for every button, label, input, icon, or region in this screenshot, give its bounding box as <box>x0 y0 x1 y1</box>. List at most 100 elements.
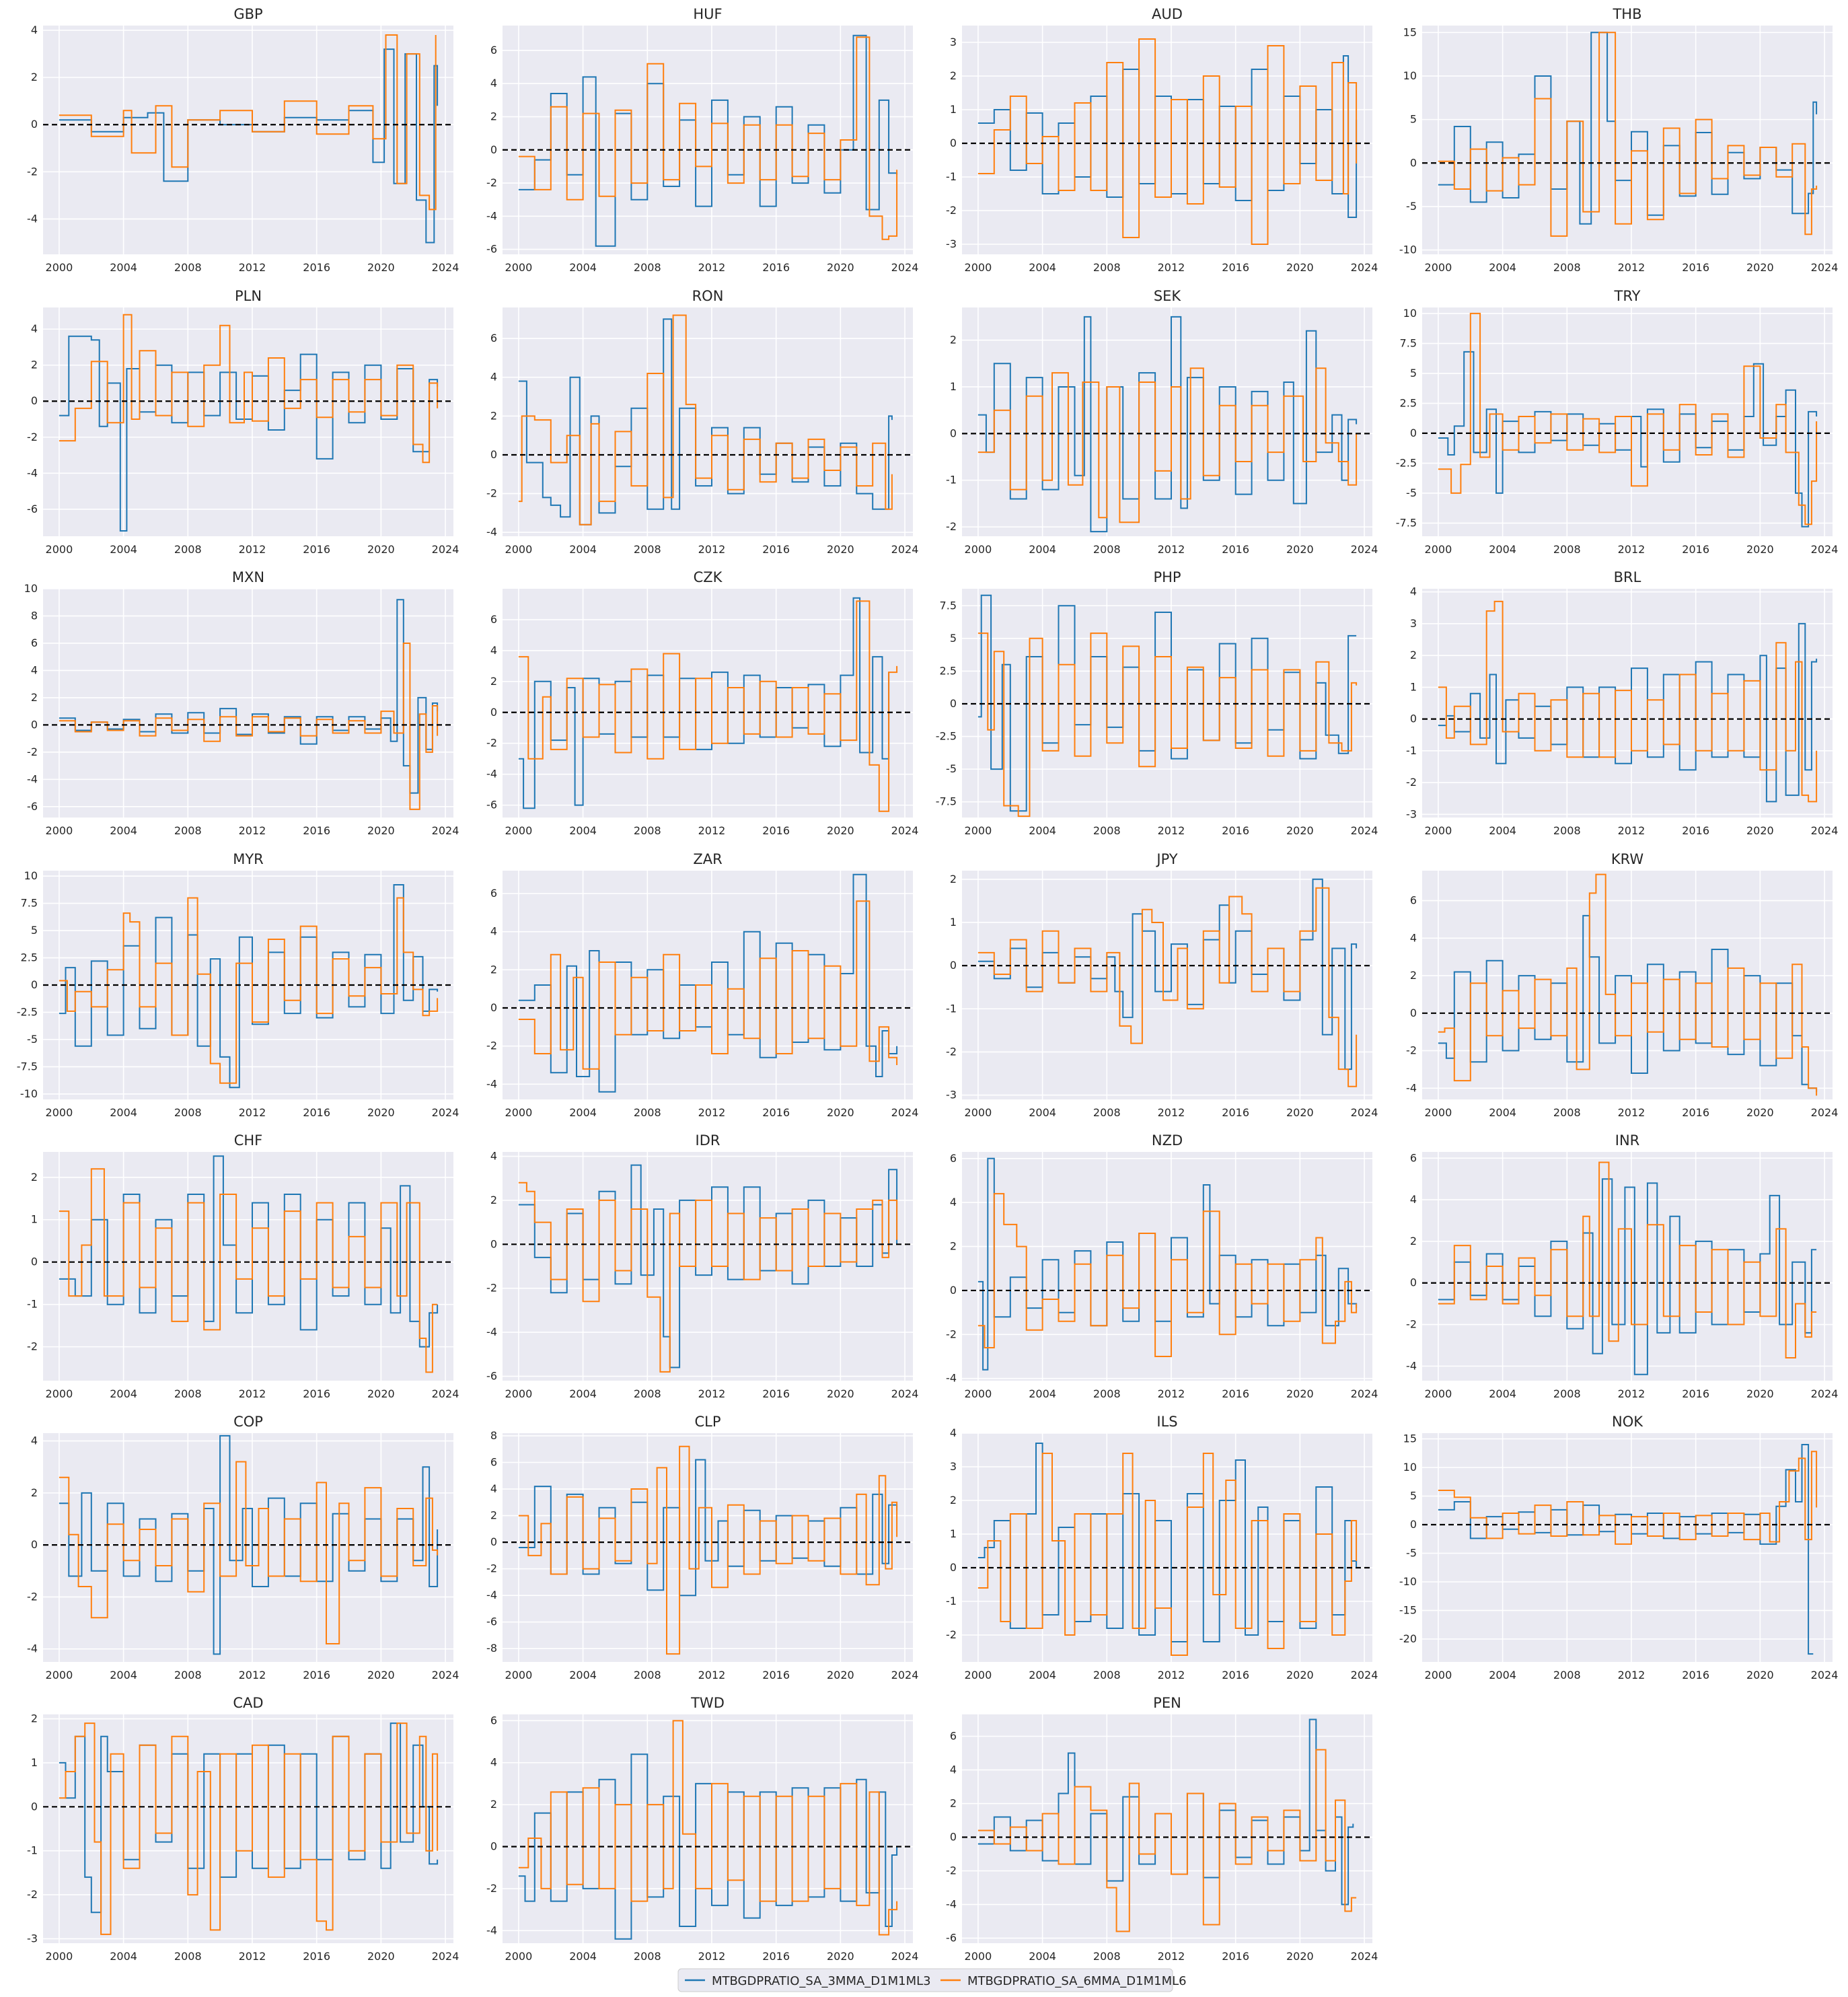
y-tick-label: -7.5 <box>936 795 957 808</box>
panel-czk: 2000 2004 2008 2012 2016 2020 2024 -6 -4 -2 0 2 4 6 CZ… <box>486 569 918 837</box>
y-tick-label: -2 <box>486 176 497 189</box>
x-tick-label: 2008 <box>1553 1106 1581 1119</box>
y-tick-label: -7.5 <box>1396 516 1417 529</box>
series-line-0 <box>518 34 898 247</box>
x-tick-label: 2008 <box>634 1387 661 1400</box>
y-tick-label: -2 <box>946 204 957 217</box>
y-tick-label: 4 <box>1410 585 1417 598</box>
y-tick-label: -1 <box>27 1844 38 1857</box>
y-tick-label: -6 <box>486 1615 497 1628</box>
x-tick-label: 2012 <box>239 261 266 274</box>
x-tick-label: 2000 <box>505 824 533 837</box>
x-tick-label: 2012 <box>239 824 266 837</box>
y-tick-label: -1 <box>1406 744 1417 757</box>
x-tick-label: 2004 <box>569 1950 597 1963</box>
plot-area <box>962 871 1372 1099</box>
plot-area <box>503 1433 913 1662</box>
panel-title: CZK <box>694 569 723 585</box>
y-tick-label: -2 <box>946 1045 957 1058</box>
y-tick-label: 4 <box>490 1482 497 1495</box>
y-tick-label: 1 <box>1410 680 1417 693</box>
y-tick-label: -1 <box>946 474 957 486</box>
x-tick-label: 2012 <box>698 1950 726 1963</box>
y-tick-label: -4 <box>486 768 497 780</box>
series-line-1 <box>1438 312 1818 525</box>
plot-area <box>962 1433 1372 1662</box>
series-line-1 <box>977 1749 1357 1932</box>
panel-sek: 2000 2004 2008 2012 2016 2020 2024 -2 -1 0 1 2 SEK <box>946 288 1378 556</box>
x-tick-label: 2000 <box>46 1106 73 1119</box>
x-tick-label: 2004 <box>1489 1387 1516 1400</box>
y-tick-label: 2 <box>490 1194 497 1206</box>
x-tick-label: 2008 <box>634 261 661 274</box>
x-tick-label: 2004 <box>110 824 137 837</box>
y-tick-label: 6 <box>490 332 497 344</box>
panel-php: 2000 2004 2008 2012 2016 2020 2024 -7.5 -5 -2.5 0 2… <box>936 569 1378 837</box>
y-tick-label: 4 <box>1410 931 1417 944</box>
x-tick-label: 2016 <box>1682 824 1709 837</box>
y-tick-label: -3 <box>946 1089 957 1101</box>
y-tick-label: 6 <box>950 1730 957 1743</box>
y-tick-label: 2.5 <box>1400 396 1417 409</box>
y-tick-label: -2 <box>27 1888 38 1901</box>
plot-area <box>1422 1152 1833 1381</box>
panel-pln: 2000 2004 2008 2012 2016 2020 2024 -6 -4 -2 0 2 4 PLN <box>27 288 459 556</box>
x-tick-label: 2004 <box>569 1669 597 1681</box>
x-tick-label: 2008 <box>634 1950 661 1963</box>
x-tick-label: 2004 <box>1029 1106 1056 1119</box>
plot-area <box>43 307 453 536</box>
plot-area <box>43 1714 453 1943</box>
x-tick-label: 2004 <box>569 543 597 556</box>
series-line-0 <box>518 873 898 1093</box>
x-tick-label: 2020 <box>827 1387 854 1400</box>
panel-title: CAD <box>233 1695 263 1711</box>
y-tick-label: 2 <box>490 409 497 422</box>
y-tick-label: -7.5 <box>17 1060 38 1073</box>
x-tick-label: 2000 <box>965 1669 992 1681</box>
y-tick-label: -3 <box>946 238 957 250</box>
x-tick-label: 2000 <box>505 1669 533 1681</box>
y-tick-label: -4 <box>486 209 497 222</box>
y-tick-label: 6 <box>490 1714 497 1727</box>
panel-title: CHF <box>234 1132 263 1149</box>
y-tick-label: 2.5 <box>21 951 38 964</box>
y-tick-label: -1 <box>946 1002 957 1015</box>
y-tick-label: 4 <box>950 1426 957 1439</box>
x-tick-label: 2024 <box>891 1669 919 1681</box>
y-tick-label: -2 <box>27 165 38 178</box>
y-tick-label: 6 <box>490 44 497 57</box>
plot-area <box>503 1152 913 1381</box>
y-tick-label: 0 <box>1410 1518 1417 1531</box>
y-tick-label: 6 <box>490 887 497 900</box>
x-tick-label: 2020 <box>1286 1669 1314 1681</box>
panels-grid: 2000 2004 2008 2012 2016 2020 2024-4-2024GBP20… <box>17 6 1839 1963</box>
x-tick-label: 2000 <box>1425 543 1452 556</box>
x-tick-label: 2024 <box>1351 1387 1378 1400</box>
x-tick-label: 2000 <box>46 261 73 274</box>
x-tick-label: 2012 <box>1618 1669 1646 1681</box>
x-tick-label: 2016 <box>303 1950 330 1963</box>
x-tick-label: 2016 <box>762 1387 790 1400</box>
x-tick-label: 2004 <box>110 1669 137 1681</box>
x-tick-label: 2020 <box>367 1950 395 1963</box>
x-tick-label: 2020 <box>367 1106 395 1119</box>
plot-area <box>1422 1433 1833 1662</box>
y-tick-label: -3 <box>1406 807 1417 820</box>
y-tick-label: -2 <box>486 1562 497 1575</box>
x-tick-label: 2000 <box>46 1387 73 1400</box>
series-line-0 <box>518 597 890 809</box>
x-tick-label: 2004 <box>1029 261 1056 274</box>
panel-title: TRY <box>1614 288 1641 304</box>
panel-title: INR <box>1615 1132 1640 1149</box>
series-line-1 <box>59 897 439 1084</box>
series-line-1 <box>518 314 893 525</box>
y-tick-label: 4 <box>31 322 38 335</box>
y-tick-label: 4 <box>31 663 38 676</box>
x-tick-label: 2024 <box>1811 1387 1839 1400</box>
plot-area <box>962 1714 1372 1943</box>
x-tick-label: 2020 <box>1286 543 1314 556</box>
panel-title: BRL <box>1614 569 1641 585</box>
x-tick-label: 2000 <box>965 543 992 556</box>
x-tick-label: 2024 <box>1351 824 1378 837</box>
y-tick-label: -20 <box>1399 1632 1417 1645</box>
